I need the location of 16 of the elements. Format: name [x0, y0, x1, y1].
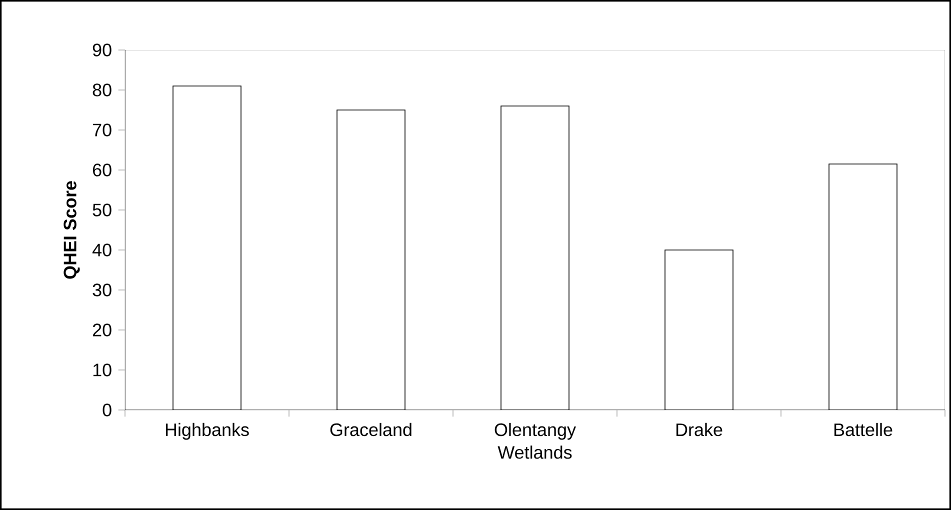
y-tick-label: 90 [92, 44, 112, 56]
x-tick-label: Battelle [834, 422, 892, 436]
y-tick-label: 70 [92, 124, 112, 136]
y-tick-label: 50 [92, 204, 112, 216]
x-tick-label: Olentangy Wetlands [494, 422, 576, 459]
y-tick-label: 60 [92, 164, 112, 176]
y-tick-label: 0 [102, 404, 112, 416]
y-tick-label: 80 [92, 84, 112, 96]
x-tick-label: Drake [676, 422, 722, 436]
x-tick-label: Highbanks [166, 422, 249, 440]
y-tick-label: 20 [92, 324, 112, 336]
y-tick-label: 10 [93, 364, 112, 376]
x-tick-label: Graceland [330, 422, 412, 436]
y-axis-title: QHEI Score [64, 181, 80, 279]
y-tick-label: 30 [92, 284, 112, 296]
y-tick-label: 40 [92, 244, 112, 256]
